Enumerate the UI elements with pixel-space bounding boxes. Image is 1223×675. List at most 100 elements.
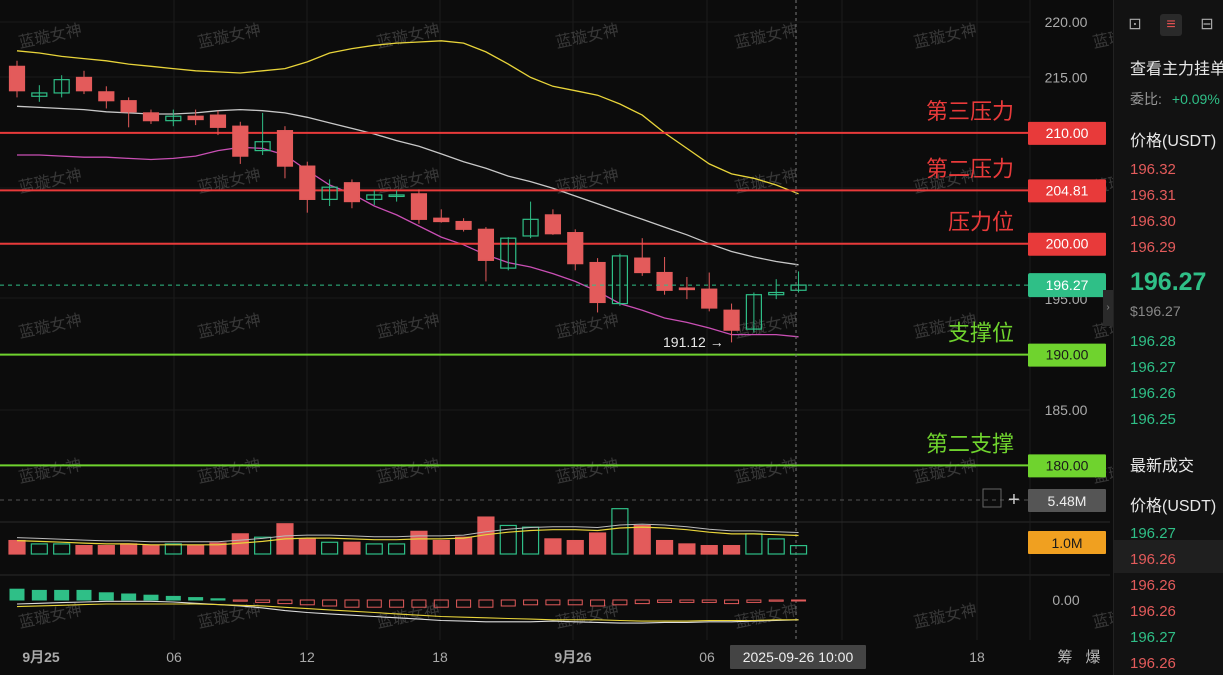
trade-row[interactable]: 196.26 — [1130, 603, 1176, 620]
macd-histogram-bar — [143, 594, 159, 601]
time-axis-label: 18 — [432, 649, 448, 665]
macd-histogram-bar — [679, 599, 695, 603]
layout-icon[interactable]: ⊡ — [1128, 16, 1142, 33]
macd-histogram-bar — [165, 595, 181, 601]
macd-histogram-bar — [791, 599, 807, 602]
candle-body — [477, 228, 495, 261]
add-icon: + — [1008, 489, 1020, 511]
candle-body — [723, 309, 740, 331]
macd-histogram-bar — [121, 593, 137, 601]
macd-dea-line — [16, 603, 799, 622]
price-tick-label: 215.00 — [1045, 69, 1088, 85]
candle-body — [790, 284, 807, 291]
volume-bar — [187, 545, 205, 555]
macd-histogram-bar — [724, 599, 740, 605]
candle-body — [567, 232, 584, 265]
bid-price-row[interactable]: 196.25 — [1130, 411, 1176, 428]
volume-bar — [566, 539, 584, 555]
orderbook-sidebar: ⊡ ≡ ⊟ 查看主力挂单 委比: +0.09% 价格(USDT) 196.32 19… — [1113, 0, 1223, 675]
macd-histogram-bar — [255, 599, 271, 603]
level-value: 200.00 — [1046, 236, 1089, 252]
trade-row[interactable]: 196.27 — [1130, 629, 1176, 646]
bid-price-row[interactable]: 196.26 — [1130, 385, 1176, 402]
trades-icon[interactable]: ⊟ — [1200, 16, 1214, 33]
macd-histogram-bar — [612, 599, 628, 606]
volume-bar — [432, 539, 450, 555]
macd-histogram-bar — [389, 599, 405, 608]
time-axis-label: 9月26 — [554, 649, 592, 665]
level-name: 第三压力 — [926, 100, 1014, 125]
ask-price-row[interactable]: 196.32 — [1130, 161, 1176, 178]
volume-bar — [410, 530, 428, 555]
candle-body — [745, 294, 762, 330]
volume-bar — [767, 538, 785, 555]
collapse-handle[interactable]: › — [1103, 290, 1113, 326]
volume-bar — [388, 543, 406, 555]
volume-bar — [254, 536, 272, 555]
macd-histogram-bar — [344, 599, 360, 608]
ratio-value: +0.09% — [1171, 91, 1220, 107]
candle-body — [522, 218, 539, 237]
macd-histogram-bar — [210, 598, 226, 601]
macd-histogram-bar — [456, 599, 472, 608]
trade-row[interactable]: 196.27 — [1130, 525, 1176, 542]
candle-body — [611, 255, 629, 305]
time-axis-label: 06 — [166, 649, 182, 665]
bid-price-row[interactable]: 196.27 — [1130, 359, 1176, 376]
trades-header: 价格(USDT) — [1130, 498, 1217, 515]
candle-body — [209, 114, 227, 128]
macd-histogram-bar — [98, 592, 114, 601]
main-orders-link[interactable]: 查看主力挂单 — [1130, 61, 1223, 78]
candle-body — [388, 194, 405, 198]
ask-price-row[interactable]: 196.30 — [1130, 213, 1176, 230]
candle-body — [53, 79, 70, 94]
candle-body — [410, 193, 428, 220]
price-header: 价格(USDT) — [1130, 133, 1217, 150]
candle-body — [187, 115, 204, 121]
macd-histogram-bar — [232, 599, 248, 602]
candle-body — [254, 141, 271, 152]
macd-histogram-bar — [9, 588, 25, 601]
candle-body — [142, 112, 160, 122]
volume-bar — [678, 543, 696, 555]
macd-dif-line — [16, 600, 799, 624]
ask-price-row[interactable]: 196.29 — [1130, 239, 1176, 256]
volume-bar — [209, 542, 227, 555]
volume-bar — [633, 524, 651, 555]
chart-background — [0, 0, 1113, 675]
candle-body — [634, 257, 651, 274]
volume-bar — [499, 524, 517, 555]
trade-row[interactable]: 196.26 — [1130, 655, 1176, 672]
macd-histogram-bar — [590, 599, 606, 607]
macd-histogram-bar — [567, 599, 583, 606]
trade-row[interactable]: 196.26 — [1130, 551, 1176, 568]
macd-histogram-bar — [366, 599, 382, 608]
candle-body — [701, 288, 718, 309]
level-tag — [1028, 121, 1106, 145]
bid-price-row[interactable]: 196.28 — [1130, 333, 1176, 350]
time-axis-label: 18 — [969, 649, 985, 665]
volume-bar — [700, 545, 718, 555]
volume-bar — [321, 541, 339, 555]
candle-body — [299, 165, 316, 200]
candle-body — [768, 291, 785, 296]
candle-body — [75, 76, 93, 92]
trade-row[interactable]: 196.26 — [1130, 577, 1176, 594]
price-tick-label: 185.00 — [1045, 402, 1088, 418]
current-price-value: 196.27 — [1046, 277, 1089, 293]
ratio-label: 委比: — [1130, 91, 1162, 107]
macd-histogram-bar — [523, 599, 539, 606]
macd-zero-label: 0.00 — [1052, 592, 1079, 608]
candle-body — [276, 130, 294, 167]
candle-body — [232, 125, 249, 157]
upper-band-line — [16, 40, 799, 195]
volume-bar — [343, 541, 361, 555]
orderbook-icon[interactable]: ≡ — [1160, 14, 1182, 36]
lower-band-line — [17, 146, 799, 338]
ask-price-row[interactable]: 196.31 — [1130, 187, 1176, 204]
low-price-marker: 191.12 → — [663, 334, 724, 350]
volume-bar — [75, 545, 93, 555]
level-tag — [1028, 179, 1106, 203]
candle-body — [366, 194, 383, 200]
